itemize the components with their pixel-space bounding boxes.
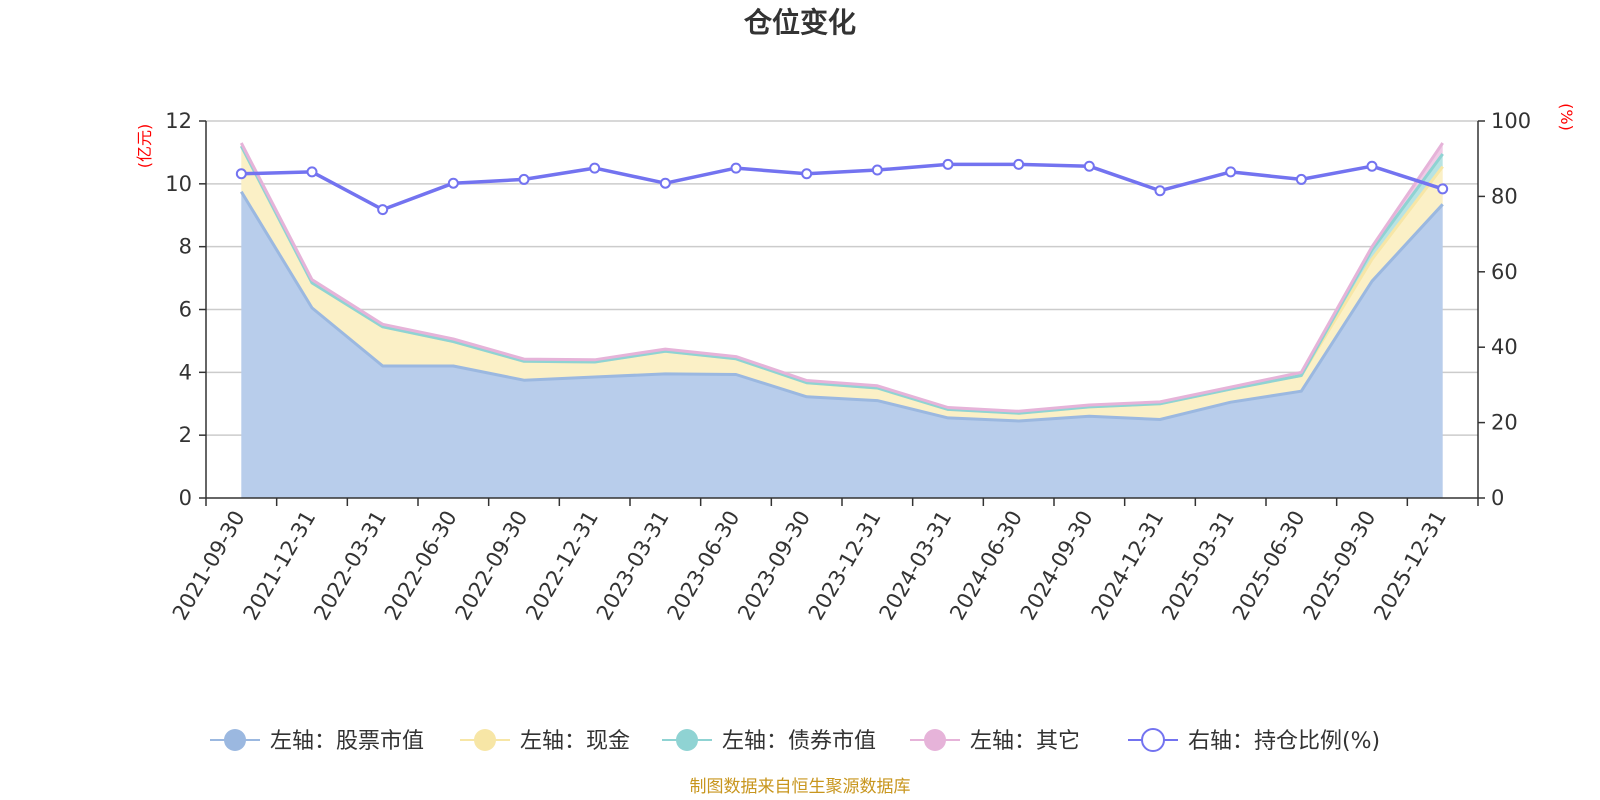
left-tick-label: 6 bbox=[179, 298, 192, 322]
legend-label-3: 左轴：其它 bbox=[970, 729, 1080, 754]
area-fill-0 bbox=[241, 191, 1443, 498]
ratio-point bbox=[1154, 185, 1166, 197]
legend-label-0: 左轴：股票市值 bbox=[270, 729, 424, 754]
x-tick-label: 2024-06-30 bbox=[945, 507, 1027, 625]
legend-label-4: 右轴：持仓比例(%) bbox=[1188, 729, 1380, 754]
left-axis-unit: (亿元) bbox=[135, 124, 154, 169]
ratio-point bbox=[730, 162, 742, 174]
x-tick-label: 2023-09-30 bbox=[733, 507, 815, 625]
x-tick-label: 2025-12-31 bbox=[1369, 507, 1451, 625]
ratio-point bbox=[801, 168, 813, 180]
x-tick-label: 2024-03-31 bbox=[875, 507, 957, 625]
legend-label-1: 左轴：现金 bbox=[520, 729, 630, 754]
legend-label-2: 左轴：债券市值 bbox=[722, 729, 876, 754]
x-tick-label: 2025-06-30 bbox=[1228, 507, 1310, 625]
plot-areas bbox=[239, 142, 1444, 498]
ratio-point bbox=[942, 158, 954, 170]
area-line-0 bbox=[240, 190, 1444, 423]
legend-marker-1 bbox=[474, 729, 496, 751]
ratio-point bbox=[235, 168, 247, 180]
right-tick-label: 0 bbox=[1491, 486, 1504, 510]
right-tick-label: 60 bbox=[1491, 260, 1518, 284]
right-tick-label: 100 bbox=[1491, 109, 1531, 133]
right-axis-unit: (%) bbox=[1557, 103, 1576, 131]
x-tick-label: 2025-03-31 bbox=[1157, 507, 1239, 625]
left-tick-label: 8 bbox=[179, 235, 192, 259]
ratio-series bbox=[235, 158, 1449, 216]
x-tick-label: 2023-12-31 bbox=[804, 507, 886, 625]
x-tick-label: 2021-12-31 bbox=[239, 507, 321, 625]
x-tick-label: 2024-12-31 bbox=[1087, 507, 1169, 625]
chart-title: 仓位变化 bbox=[744, 6, 856, 39]
area-line-2 bbox=[239, 145, 1444, 415]
x-tick-label: 2023-06-30 bbox=[663, 507, 745, 625]
source-note: 制图数据来自恒生聚源数据库 bbox=[690, 777, 911, 797]
x-tick-label: 2025-09-30 bbox=[1299, 507, 1381, 625]
legend-marker-2 bbox=[676, 729, 698, 751]
ratio-point bbox=[659, 177, 671, 189]
ratio-point bbox=[1225, 166, 1237, 178]
left-tick-label: 0 bbox=[179, 486, 192, 510]
legend-marker-4 bbox=[1141, 728, 1165, 752]
ratio-point bbox=[447, 177, 459, 189]
ratio-point bbox=[1437, 183, 1449, 195]
x-tick-label: 2022-03-31 bbox=[309, 507, 391, 625]
left-tick-label: 4 bbox=[179, 360, 192, 384]
ratio-point bbox=[1366, 160, 1378, 172]
x-tick-label: 2021-09-30 bbox=[168, 507, 250, 625]
ratio-point bbox=[1013, 158, 1025, 170]
ratio-point bbox=[377, 204, 389, 216]
left-tick-label: 10 bbox=[165, 172, 192, 196]
x-tick-label: 2024-09-30 bbox=[1016, 507, 1098, 625]
x-tick-label: 2022-06-30 bbox=[380, 507, 462, 625]
legend-marker-3 bbox=[924, 729, 946, 751]
ratio-point bbox=[306, 166, 318, 178]
ratio-point bbox=[1295, 173, 1307, 185]
legend-marker-0 bbox=[224, 729, 246, 751]
ratio-point bbox=[589, 162, 601, 174]
left-tick-label: 12 bbox=[165, 109, 192, 133]
x-tick-label: 2022-09-30 bbox=[451, 507, 533, 625]
right-tick-label: 20 bbox=[1491, 411, 1518, 435]
area-line-3 bbox=[239, 142, 1444, 413]
ratio-line-path bbox=[241, 162, 1444, 212]
ratio-point bbox=[871, 164, 883, 176]
ratio-point bbox=[1083, 160, 1095, 172]
right-tick-label: 40 bbox=[1491, 335, 1518, 359]
x-tick-label: 2023-03-31 bbox=[592, 507, 674, 625]
x-tick-label: 2022-12-31 bbox=[521, 507, 603, 625]
right-tick-label: 80 bbox=[1491, 184, 1518, 208]
ratio-point bbox=[518, 173, 530, 185]
left-tick-label: 2 bbox=[179, 423, 192, 447]
legend: 左轴：股票市值 左轴：现金 左轴：债券市值 左轴：其它 右轴：持仓比例(%) bbox=[210, 728, 1380, 754]
